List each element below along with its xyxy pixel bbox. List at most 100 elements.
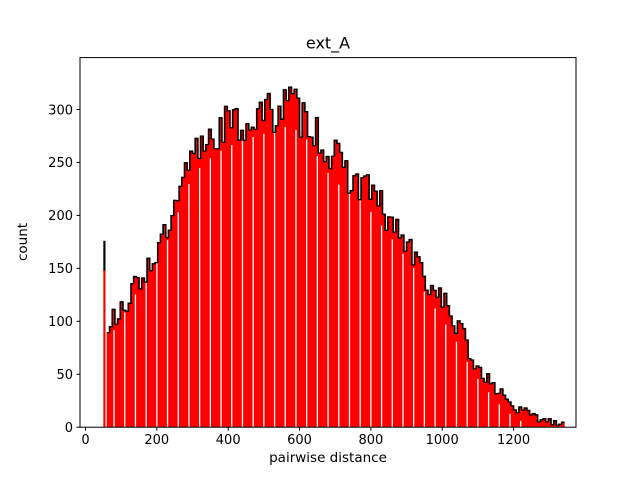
bar-top-edge xyxy=(550,424,554,426)
histogram-bar xyxy=(414,251,418,428)
histogram-bar xyxy=(310,136,314,428)
bar-top-edge xyxy=(435,296,439,298)
bar-top-edge xyxy=(502,394,506,396)
histogram-bar xyxy=(184,162,188,428)
histogram-bar xyxy=(534,414,538,428)
histogram-bar xyxy=(253,128,257,428)
bar-top-edge xyxy=(216,148,220,150)
histogram-bar xyxy=(342,166,346,428)
bar-side-edge xyxy=(312,136,314,147)
bar-top-edge xyxy=(256,108,260,110)
histogram-bar xyxy=(213,148,217,428)
bar-side-edge xyxy=(341,151,344,169)
bar-top-edge xyxy=(165,236,169,239)
histogram-bar xyxy=(395,218,399,428)
bar-gap xyxy=(380,225,383,428)
histogram-bar xyxy=(526,409,530,428)
bar-side-edge xyxy=(148,257,151,272)
bar-top-edge xyxy=(478,366,482,369)
bar-side-edge xyxy=(445,292,448,307)
bar-gap xyxy=(455,341,458,428)
bar-side-edge xyxy=(477,365,480,369)
bar-top-edge xyxy=(360,177,364,179)
histogram-bar xyxy=(406,241,410,428)
bar-top-edge xyxy=(510,405,514,407)
bar-top-edge xyxy=(157,242,161,244)
bar-side-edge xyxy=(159,233,162,244)
histogram-bar xyxy=(181,176,185,428)
histogram-bar xyxy=(211,138,215,428)
y-tick-label: 0 xyxy=(65,421,73,436)
histogram-bar xyxy=(494,393,498,428)
bar-gap xyxy=(498,404,500,428)
bar-side-edge xyxy=(338,142,341,154)
bar-side-edge xyxy=(504,394,507,400)
bar-gap xyxy=(156,259,158,428)
bar-gap xyxy=(199,168,201,428)
bar-top-edge xyxy=(368,198,373,200)
bar-top-edge xyxy=(331,155,335,157)
bar-top-edge xyxy=(133,275,137,278)
bar-side-edge xyxy=(486,373,488,383)
histogram-bar xyxy=(192,152,196,428)
bar-top-edge xyxy=(513,409,517,411)
bar-top-edge xyxy=(229,127,233,129)
x-axis-label: pairwise distance xyxy=(269,450,387,466)
bar-top-edge xyxy=(211,138,215,140)
bar-gap xyxy=(487,392,490,428)
histogram-bar xyxy=(114,323,118,428)
bar-top-edge xyxy=(296,97,300,99)
bar-side-edge xyxy=(314,116,317,147)
bar-side-edge xyxy=(491,382,493,385)
bar-top-edge xyxy=(318,152,322,154)
bar-side-edge xyxy=(381,190,384,215)
bar-top-edge xyxy=(320,149,324,151)
bar-top-edge xyxy=(275,125,279,127)
bar-side-edge xyxy=(344,160,346,169)
bar-side-edge xyxy=(448,305,451,317)
bar-top-edge xyxy=(459,322,463,325)
bar-top-edge xyxy=(160,233,164,235)
histogram-bar xyxy=(307,136,311,428)
bar-gap xyxy=(348,192,351,428)
bar-side-edge xyxy=(461,322,464,330)
bar-top-edge xyxy=(499,388,504,390)
bar-side-edge xyxy=(560,421,563,425)
histogram-bar xyxy=(320,149,324,428)
bar-side-edge xyxy=(245,123,247,142)
bar-top-edge xyxy=(264,98,268,101)
bar-side-edge xyxy=(403,234,405,252)
histogram-bar xyxy=(435,296,439,428)
histogram-bar xyxy=(256,108,260,428)
bar-side-edge xyxy=(464,327,467,341)
histogram-bar-edges xyxy=(103,86,565,426)
bar-side-edge xyxy=(376,190,378,207)
bar-top-edge xyxy=(350,189,354,192)
bar-top-edge xyxy=(433,289,437,292)
bar-side-edge xyxy=(472,359,475,370)
histogram-bar xyxy=(371,184,375,428)
bar-side-edge xyxy=(534,412,536,416)
bar-top-edge xyxy=(192,152,196,155)
histogram-bar xyxy=(355,173,359,428)
histogram-bar xyxy=(540,419,544,428)
bar-top-edge xyxy=(173,199,177,202)
y-tick-label: 100 xyxy=(48,315,73,330)
bar-gap xyxy=(263,133,265,428)
histogram-bar xyxy=(130,283,134,428)
bar-side-edge xyxy=(531,412,534,416)
bar-side-edge xyxy=(502,388,504,396)
bar-side-edge xyxy=(429,284,432,296)
histogram-bar xyxy=(125,310,129,428)
bar-top-edge xyxy=(524,407,528,409)
histogram-bar xyxy=(505,398,509,428)
bar-gap xyxy=(306,139,308,428)
bar-side-edge xyxy=(258,101,261,110)
histogram-bar xyxy=(532,412,536,428)
bar-top-edge xyxy=(232,109,236,111)
bar-side-edge xyxy=(288,86,290,102)
bar-side-edge xyxy=(419,256,421,264)
histogram-bar xyxy=(451,325,455,428)
bar-side-edge xyxy=(322,149,325,163)
bar-top-edge xyxy=(366,174,370,176)
